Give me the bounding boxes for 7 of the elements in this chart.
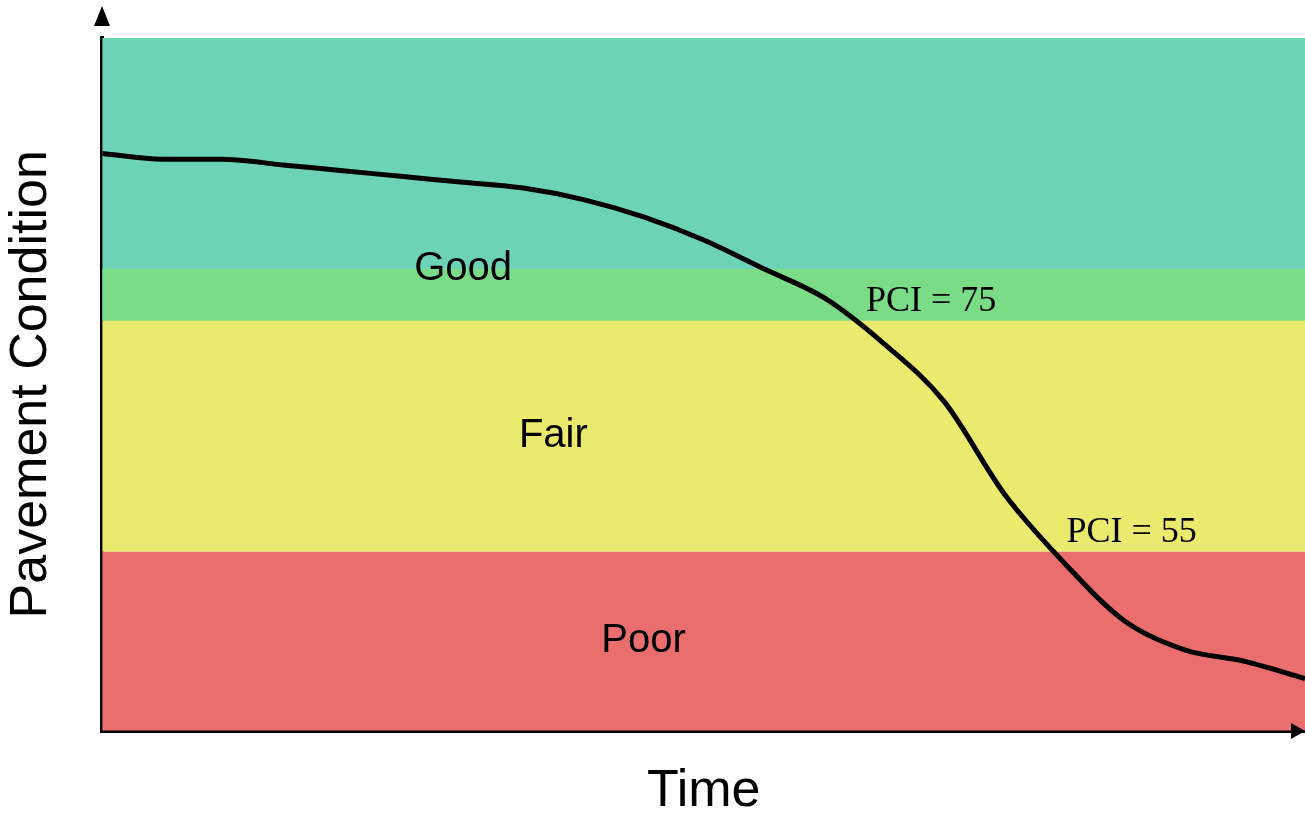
x-axis-title: Time [646,759,761,818]
annotation: PCI = 75 [866,278,997,319]
band-label: Poor [601,616,686,661]
y-axis-title: Pavement Condition [0,150,57,619]
band-label: Fair [518,411,588,456]
band-label: Good [414,243,513,288]
annotation: PCI = 55 [1066,509,1197,550]
